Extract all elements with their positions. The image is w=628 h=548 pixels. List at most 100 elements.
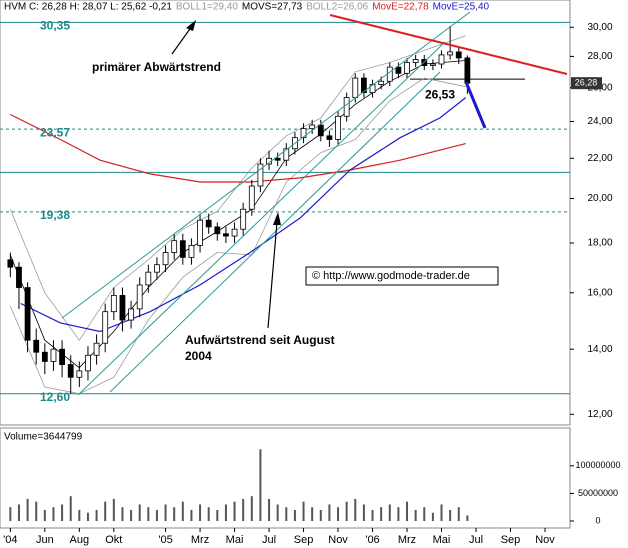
volume-bar [130, 509, 133, 521]
candle-body [455, 51, 462, 59]
candle-body [162, 252, 169, 266]
candle-body [7, 259, 14, 268]
annotation: 2004 [185, 349, 212, 363]
x-tick-label: Nov [328, 534, 348, 546]
volume-bar [449, 509, 452, 521]
volume-bar [380, 507, 383, 521]
volume-bar [414, 509, 417, 521]
level-label: 26,53 [425, 87, 455, 101]
x-tick-label: Jul [469, 534, 483, 546]
candle-body [386, 66, 393, 82]
y-tick-label: 14,00 [587, 344, 612, 355]
candle-body [352, 77, 359, 98]
volume-bar [250, 496, 253, 521]
volume-bar [35, 501, 38, 521]
candle-body [395, 66, 402, 74]
volume-bar [302, 501, 305, 521]
candle-body [16, 266, 22, 288]
legend-entry: MovE=25,40 [433, 2, 490, 13]
candle-body [326, 135, 333, 140]
candle-body [102, 311, 109, 344]
legend-entry: BOLL2=26,06 [306, 2, 368, 13]
volume-bar [43, 509, 46, 521]
candle-body [317, 124, 324, 137]
ticker: HVM C: 26,28 H: 28,07 L: 25,62 -0,21 [4, 2, 172, 13]
overlay-line [9, 35, 466, 341]
volume-bar [319, 509, 322, 521]
volume-bar [457, 507, 460, 521]
volume-bar [242, 498, 245, 521]
x-tick-label: Nov [535, 534, 555, 546]
candle-body [438, 54, 445, 65]
candle-body [50, 348, 57, 362]
candle-body [179, 240, 186, 258]
copyright: © http://www.godmode-trader.de [312, 270, 470, 282]
volume-bar [337, 507, 340, 521]
last-price-label: 26,28 [575, 78, 598, 88]
volume-bar [259, 449, 262, 521]
candle-body [274, 157, 281, 161]
candle-body [33, 339, 40, 353]
overlay-line [10, 113, 466, 183]
legend-entry: BOLL1=29,40 [176, 2, 238, 13]
candle-body [110, 295, 117, 313]
x-tick-label: Sep [501, 534, 521, 546]
volume-bar [276, 504, 279, 521]
volume-panel [0, 427, 571, 529]
level-label: 30,35 [40, 19, 70, 33]
candle-body [404, 62, 410, 74]
candle-body [231, 228, 238, 237]
volume-bar [440, 504, 443, 521]
x-tick-label: Jun [36, 534, 54, 546]
channel-line [77, 41, 446, 396]
volume-bar [388, 504, 391, 521]
candle-body [248, 185, 255, 210]
x-tick-label: Mai [226, 534, 244, 546]
volume-bar [311, 507, 314, 521]
volume-tick-label: 50000000 [578, 488, 618, 498]
candle-body [59, 348, 65, 365]
candle-body [197, 219, 203, 246]
volume-bar [371, 509, 374, 521]
candle-body [343, 97, 350, 117]
x-tick-label: '05 [158, 534, 172, 546]
overlay-line [9, 60, 466, 369]
overlay-line [20, 97, 467, 333]
candle-body [361, 77, 367, 94]
candle-body [240, 208, 247, 230]
volume-bar [354, 498, 357, 521]
x-tick-label: '04 [3, 534, 17, 546]
x-tick-label: Mrz [191, 534, 209, 546]
candle-body [24, 287, 31, 341]
last-price-box [571, 77, 602, 90]
candle-body [171, 240, 178, 253]
volume-bar [121, 507, 124, 521]
y-tick-label: 22,00 [587, 153, 612, 164]
candle-body [429, 63, 436, 66]
channel-line [61, 11, 471, 319]
overlay-line [9, 77, 466, 395]
volume-bar [26, 498, 29, 521]
copyright-box [305, 266, 499, 286]
volume-bar [406, 501, 409, 521]
volume-tick-label: 0 [595, 515, 600, 525]
candle-body [85, 354, 91, 372]
volume-bar [86, 512, 89, 521]
level-label: 12,60 [40, 390, 70, 404]
volume-bar [345, 501, 348, 521]
volume-bar [173, 507, 176, 521]
candle-body [412, 59, 419, 63]
volume-bar [397, 507, 400, 521]
annotation: Aufwärtstrend seit August [185, 333, 335, 347]
x-tick-label: Jul [262, 534, 276, 546]
volume-bar [328, 504, 331, 521]
volume-tick-label: 100000000 [575, 460, 620, 470]
volume-bar [147, 507, 150, 521]
volume-label: Volume=3644799 [4, 432, 83, 443]
candle-body [154, 264, 160, 273]
legend-entry: MOVS=27,73 [242, 2, 303, 13]
candle-body [205, 219, 212, 228]
volume-bar [224, 504, 227, 521]
volume-bar [423, 507, 426, 521]
candle-body [283, 148, 290, 161]
